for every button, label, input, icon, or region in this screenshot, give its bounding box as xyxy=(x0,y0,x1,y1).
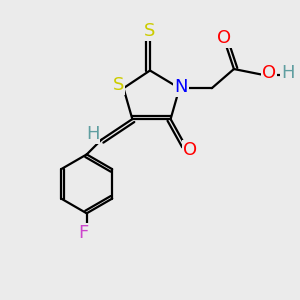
Text: O: O xyxy=(217,29,231,47)
Text: S: S xyxy=(144,22,156,40)
Text: N: N xyxy=(174,78,188,96)
Text: F: F xyxy=(79,224,89,242)
Text: H: H xyxy=(86,125,99,143)
Text: S: S xyxy=(112,76,124,94)
Text: H: H xyxy=(281,64,295,82)
Text: O: O xyxy=(262,64,276,82)
Text: O: O xyxy=(183,141,197,159)
